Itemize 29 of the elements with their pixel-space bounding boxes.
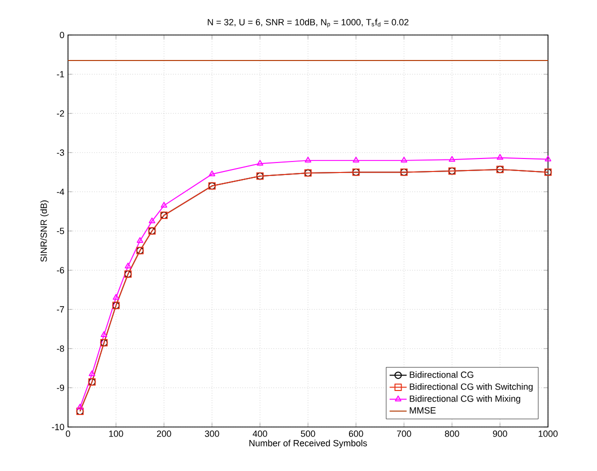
x-axis-title: Number of Received Symbols bbox=[249, 440, 367, 448]
x-tick-label: 0 bbox=[66, 430, 70, 437]
x-tick-label: 600 bbox=[348, 430, 364, 437]
x-tick-label: 700 bbox=[396, 430, 412, 437]
y-tick-label: -6 bbox=[56, 267, 64, 274]
x-tick-label: 400 bbox=[252, 430, 268, 437]
x-tick-label: 500 bbox=[300, 430, 316, 437]
y-tick-label: 0 bbox=[60, 32, 64, 38]
y-tick-label: -7 bbox=[56, 306, 64, 312]
legend-label: Bidirectional CG bbox=[410, 371, 474, 378]
y-tick-label: -5 bbox=[56, 228, 64, 234]
y-tick-label: -4 bbox=[56, 188, 64, 195]
y-tick-label: -1 bbox=[56, 71, 64, 78]
x-tick-label: 100 bbox=[109, 430, 124, 437]
x-tick-label: 300 bbox=[204, 430, 220, 437]
y-tick-label: -10 bbox=[52, 424, 64, 430]
legend-label: MMSE bbox=[410, 407, 436, 414]
y-tick-label: -9 bbox=[56, 384, 64, 391]
x-tick-label: 900 bbox=[492, 430, 508, 437]
x-tick-label: 1000 bbox=[538, 430, 558, 437]
y-axis-title: SINR/SNR (dB) bbox=[40, 200, 49, 262]
legend-label: Bidirectional CG with Mixing bbox=[410, 395, 520, 404]
y-tick-label: -8 bbox=[56, 345, 64, 352]
y-tick-label: -2 bbox=[56, 110, 64, 117]
legend-label: Bidirectional CG with Switching bbox=[410, 383, 533, 392]
x-tick-label: 200 bbox=[156, 430, 172, 437]
chart-title: N = 32, U = 6, SNR = 10dB, N$_{p}$ = 1000, T$_{s}$f$_{d}$ = 0.02 bbox=[208, 18, 408, 28]
x-tick-label: 800 bbox=[444, 430, 460, 437]
y-tick-label: -3 bbox=[56, 149, 64, 156]
